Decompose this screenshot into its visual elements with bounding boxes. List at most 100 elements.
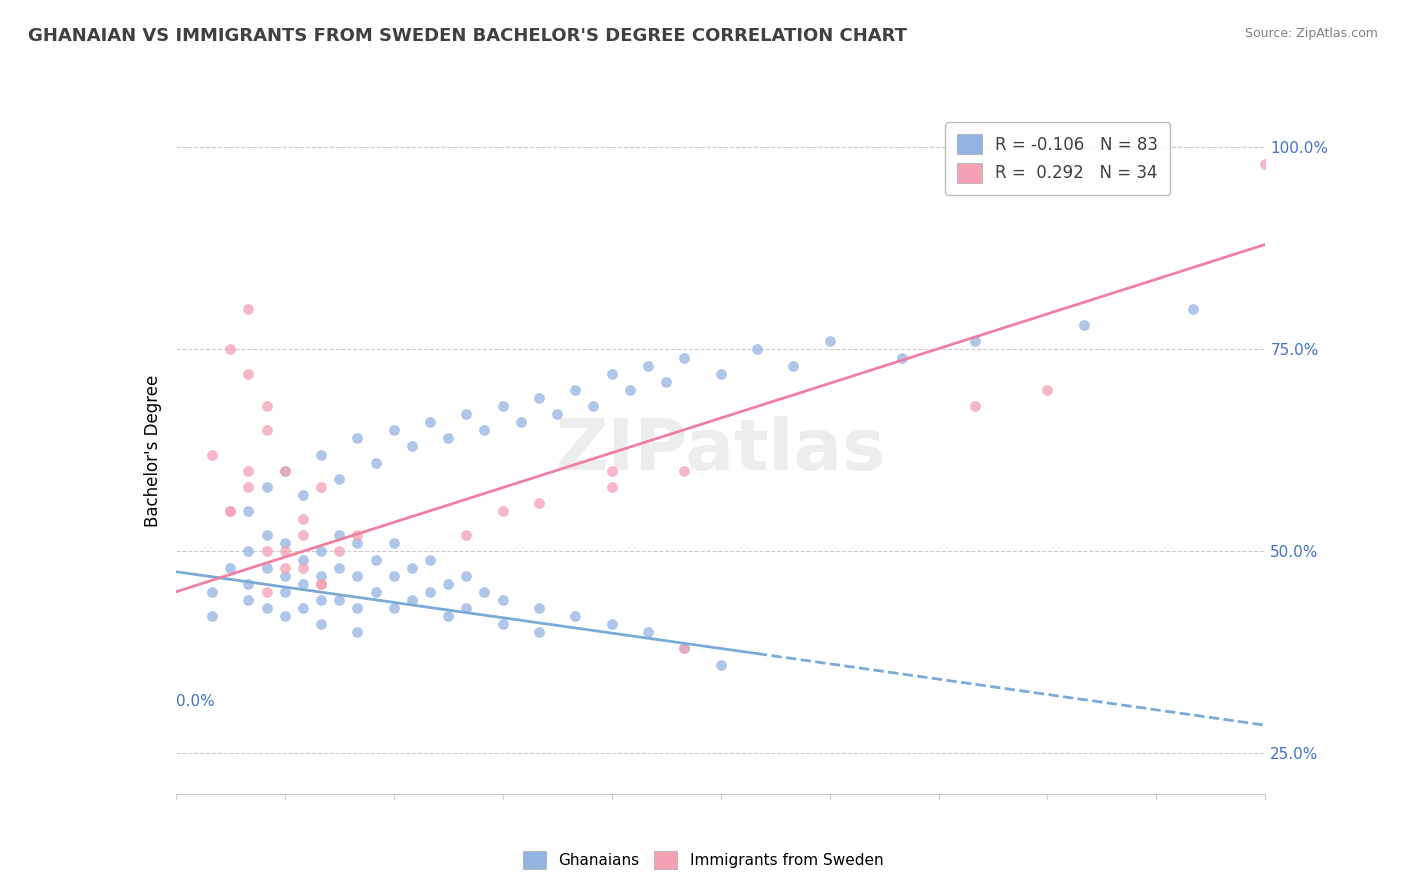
Point [437,576,460,591]
Point [274,609,297,624]
Legend: Ghanaians, Immigrants from Sweden: Ghanaians, Immigrants from Sweden [517,845,889,875]
Point [238,480,260,494]
Point [274,464,297,478]
Point [655,375,678,389]
Point [564,609,586,624]
Point [673,351,696,365]
Point [401,593,423,607]
Point [256,560,278,574]
Point [619,383,641,397]
Point [291,601,314,615]
Point [600,464,623,478]
Point [437,431,460,445]
Point [256,544,278,558]
Point [291,488,314,502]
Point [346,431,368,445]
Point [328,544,350,558]
Point [274,585,297,599]
Point [346,625,368,640]
Point [309,544,332,558]
Point [328,528,350,542]
Point [309,617,332,632]
Point [238,301,260,316]
Point [238,544,260,558]
Point [291,552,314,566]
Point [219,343,242,357]
Point [637,625,659,640]
Point [309,568,332,582]
Point [219,560,242,574]
Y-axis label: Bachelor's Degree: Bachelor's Degree [143,375,162,526]
Point [309,593,332,607]
Point [382,601,405,615]
Point [492,617,515,632]
Point [201,609,224,624]
Legend: R = -0.106   N = 83, R =  0.292   N = 34: R = -0.106 N = 83, R = 0.292 N = 34 [945,122,1170,194]
Point [474,585,496,599]
Point [256,399,278,413]
Point [474,423,496,437]
Point [256,601,278,615]
Point [401,560,423,574]
Point [238,464,260,478]
Point [238,593,260,607]
Point [419,585,441,599]
Point [382,568,405,582]
Point [256,480,278,494]
Point [291,576,314,591]
Point [346,601,368,615]
Point [492,399,515,413]
Point [891,351,914,365]
Point [456,568,478,582]
Point [328,472,350,486]
Point [963,334,986,349]
Point [527,496,550,510]
Text: Source: ZipAtlas.com: Source: ZipAtlas.com [1244,27,1378,40]
Point [219,504,242,518]
Point [456,407,478,421]
Point [419,552,441,566]
Point [309,480,332,494]
Point [710,657,733,672]
Point [509,415,531,429]
Point [527,391,550,405]
Point [238,576,260,591]
Point [546,407,568,421]
Point [346,528,368,542]
Point [364,585,387,599]
Point [309,576,332,591]
Point [710,367,733,381]
Point [201,448,224,462]
Point [256,585,278,599]
Point [346,568,368,582]
Point [274,560,297,574]
Point [291,560,314,574]
Point [600,367,623,381]
Point [328,593,350,607]
Point [274,536,297,550]
Point [309,448,332,462]
Point [346,536,368,550]
Point [600,617,623,632]
Point [456,528,478,542]
Point [673,641,696,656]
Point [673,464,696,478]
Point [291,512,314,526]
Point [364,456,387,470]
Point [382,423,405,437]
Point [382,536,405,550]
Point [600,480,623,494]
Point [256,528,278,542]
Point [492,593,515,607]
Point [637,359,659,373]
Text: ZIPatlas: ZIPatlas [555,416,886,485]
Point [328,560,350,574]
Point [673,641,696,656]
Point [309,576,332,591]
Point [1181,301,1204,316]
Point [492,504,515,518]
Point [1073,318,1095,333]
Point [437,609,460,624]
Point [1254,156,1277,170]
Point [1036,383,1059,397]
